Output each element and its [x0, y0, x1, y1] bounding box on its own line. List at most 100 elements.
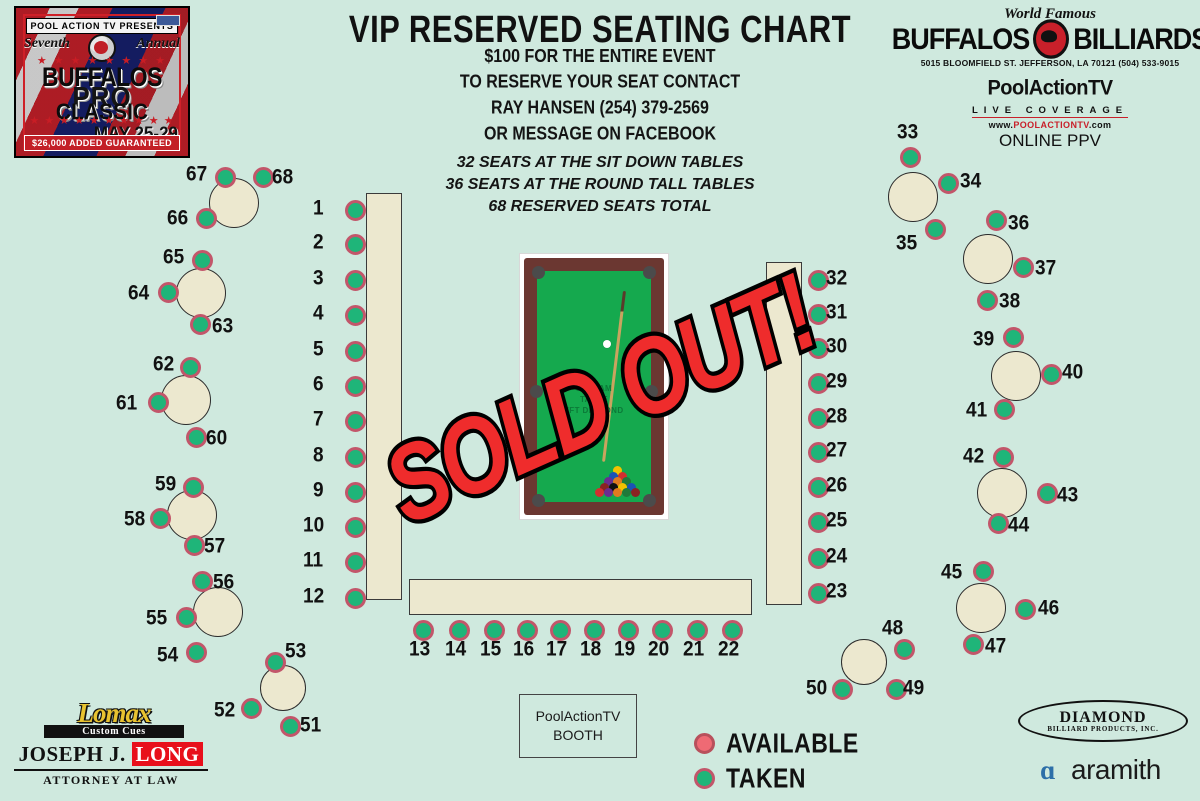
seat-21[interactable] — [687, 620, 708, 641]
seat-51[interactable] — [280, 716, 301, 737]
seat-2[interactable] — [345, 234, 366, 255]
seat-59[interactable] — [183, 477, 204, 498]
booth-line-1: PoolActionTV — [535, 708, 621, 724]
poster-seventh-label: Seventh — [24, 36, 70, 51]
lomax-wordmark: Lomax — [77, 698, 152, 728]
seat-41[interactable] — [994, 399, 1015, 420]
round-table-2 — [176, 268, 226, 318]
seat-label-24: 24 — [826, 544, 848, 569]
seat-64[interactable] — [158, 282, 179, 303]
seat-29[interactable] — [808, 373, 829, 394]
seat-57[interactable] — [184, 535, 205, 556]
seat-50[interactable] — [832, 679, 853, 700]
brand-buffalos-label: BUFFALOS — [891, 21, 1030, 55]
seat-30[interactable] — [808, 338, 829, 359]
seat-6[interactable] — [345, 376, 366, 397]
seat-26[interactable] — [808, 477, 829, 498]
seat-17[interactable] — [550, 620, 571, 641]
seat-9[interactable] — [345, 482, 366, 503]
seat-40[interactable] — [1041, 364, 1062, 385]
long-tagline: ATTORNEY AT LAW — [14, 769, 208, 788]
seat-47[interactable] — [963, 634, 984, 655]
seat-36[interactable] — [986, 210, 1007, 231]
seat-19[interactable] — [618, 620, 639, 641]
seat-label-3: 3 — [313, 266, 324, 291]
seat-27[interactable] — [808, 442, 829, 463]
seat-20[interactable] — [652, 620, 673, 641]
billiard-ball-icon — [622, 488, 631, 498]
seat-28[interactable] — [808, 408, 829, 429]
seat-label-56: 56 — [213, 570, 235, 595]
seat-56[interactable] — [192, 571, 213, 592]
seat-13[interactable] — [413, 620, 434, 641]
seat-45[interactable] — [973, 561, 994, 582]
seat-label-58: 58 — [124, 507, 146, 532]
seat-35[interactable] — [925, 219, 946, 240]
seat-44[interactable] — [988, 513, 1009, 534]
booth-line-2: BOOTH — [553, 727, 603, 743]
seat-12[interactable] — [345, 588, 366, 609]
patv-pool-label: Pool — [987, 76, 1029, 100]
poster-star-row-bottom: ★ ★ ★ ★ ★ ★ ★ ★ ★ ★ — [29, 115, 175, 127]
seat-1[interactable] — [345, 200, 366, 221]
seat-39[interactable] — [1003, 327, 1024, 348]
seat-52[interactable] — [241, 698, 262, 719]
seat-label-19: 19 — [614, 637, 636, 662]
seat-63[interactable] — [190, 314, 211, 335]
seat-60[interactable] — [186, 427, 207, 448]
seat-24[interactable] — [808, 548, 829, 569]
seat-37[interactable] — [1013, 257, 1034, 278]
billiard-ball-icon — [626, 482, 636, 492]
world-famous-label: World Famous — [1004, 6, 1096, 22]
seat-18[interactable] — [584, 620, 605, 641]
seat-55[interactable] — [176, 607, 197, 628]
cue-ball-icon — [603, 340, 611, 348]
seat-42[interactable] — [993, 447, 1014, 468]
seat-68[interactable] — [253, 167, 274, 188]
rect-table-2 — [766, 262, 802, 605]
seat-46[interactable] — [1015, 599, 1036, 620]
seat-38[interactable] — [977, 290, 998, 311]
seat-32[interactable] — [808, 270, 829, 291]
seat-label-26: 26 — [826, 473, 848, 498]
round-table-7 — [888, 172, 938, 222]
poster-annual-label: Annual — [136, 36, 180, 51]
seat-33[interactable] — [900, 147, 921, 168]
seat-34[interactable] — [938, 173, 959, 194]
seat-23[interactable] — [808, 583, 829, 604]
seat-label-50: 50 — [806, 676, 828, 701]
seat-3[interactable] — [345, 270, 366, 291]
seat-48[interactable] — [894, 639, 915, 660]
seat-61[interactable] — [148, 392, 169, 413]
seat-49[interactable] — [886, 679, 907, 700]
seat-16[interactable] — [517, 620, 538, 641]
patv-website[interactable]: www.POOLACTIONTV.com — [905, 120, 1195, 130]
seat-53[interactable] — [265, 652, 286, 673]
seat-58[interactable] — [150, 508, 171, 529]
seat-66[interactable] — [196, 208, 217, 229]
seat-10[interactable] — [345, 517, 366, 538]
seat-22[interactable] — [722, 620, 743, 641]
diamond-subtitle: BILLIARD PRODUCTS, INC. — [1047, 724, 1159, 733]
price-line-4: OR MESSAGE ON FACEBOOK — [483, 124, 717, 145]
seat-5[interactable] — [345, 341, 366, 362]
seat-65[interactable] — [192, 250, 213, 271]
billiard-ball-icon — [604, 488, 613, 498]
seat-4[interactable] — [345, 305, 366, 326]
seat-15[interactable] — [484, 620, 505, 641]
billiard-ball-icon — [599, 482, 609, 492]
seat-label-15: 15 — [480, 637, 502, 662]
seat-8[interactable] — [345, 447, 366, 468]
seat-14[interactable] — [449, 620, 470, 641]
aramith-wordmark: aramith — [1071, 754, 1161, 785]
seat-31[interactable] — [808, 304, 829, 325]
seat-62[interactable] — [180, 357, 201, 378]
seat-label-28: 28 — [826, 404, 848, 429]
seat-54[interactable] — [186, 642, 207, 663]
seat-11[interactable] — [345, 552, 366, 573]
seat-43[interactable] — [1037, 483, 1058, 504]
seat-67[interactable] — [215, 167, 236, 188]
seat-label-27: 27 — [826, 438, 848, 463]
seat-25[interactable] — [808, 512, 829, 533]
seat-7[interactable] — [345, 411, 366, 432]
